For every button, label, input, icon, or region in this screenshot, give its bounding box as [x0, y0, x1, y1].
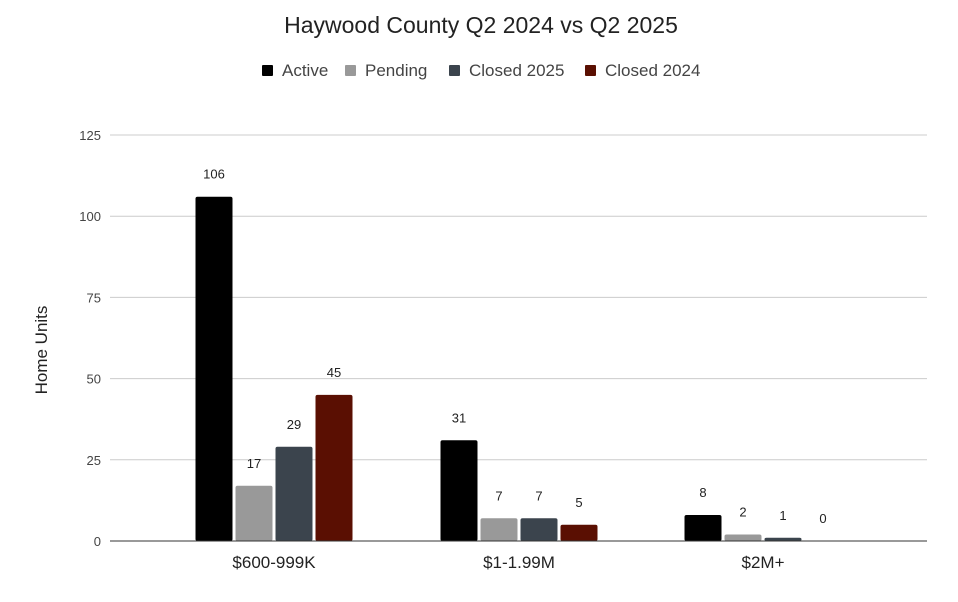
legend-swatch: [449, 65, 460, 76]
bar-closed-2025: [520, 518, 558, 541]
bar-pending: [235, 485, 273, 541]
legend-swatch: [262, 65, 273, 76]
data-label: 7: [535, 488, 542, 503]
bar-active: [684, 515, 722, 541]
data-labels: 106 17 29 45 31 7 7 5 8 2 1 0: [203, 167, 826, 526]
bars: [195, 196, 802, 541]
bar-closed-2025: [275, 446, 313, 541]
x-axis-ticks: $600-999K $1-1.99M $2M+: [232, 553, 784, 572]
legend: Active Pending Closed 2025 Closed 2024: [262, 61, 700, 80]
x-tick-label: $2M+: [742, 553, 785, 572]
bar-closed-2024: [315, 394, 353, 541]
y-tick-label: 100: [79, 209, 101, 224]
y-tick-label: 75: [87, 290, 101, 305]
data-label: 31: [452, 410, 466, 425]
y-axis-label: Home Units: [32, 306, 51, 395]
y-tick-label: 125: [79, 128, 101, 143]
y-tick-label: 25: [87, 453, 101, 468]
x-tick-label: $600-999K: [232, 553, 316, 572]
bar-active: [440, 440, 478, 541]
legend-item-label: Closed 2025: [469, 61, 564, 80]
bar-pending: [480, 518, 518, 541]
data-label: 2: [739, 505, 746, 520]
legend-swatch: [585, 65, 596, 76]
legend-swatch: [345, 65, 356, 76]
data-label: 29: [287, 417, 301, 432]
data-label: 45: [327, 365, 341, 380]
data-label: 106: [203, 167, 225, 182]
y-tick-label: 0: [94, 534, 101, 549]
x-tick-label: $1-1.99M: [483, 553, 555, 572]
bar-pending: [724, 534, 762, 541]
data-label: 5: [575, 495, 582, 510]
data-label: 8: [699, 485, 706, 500]
bar-closed-2024: [560, 524, 598, 541]
gridlines: [110, 134, 927, 461]
data-label: 0: [819, 511, 826, 526]
bar-closed-2025: [764, 537, 802, 541]
legend-item-label: Closed 2024: [605, 61, 700, 80]
y-tick-label: 50: [87, 372, 101, 387]
legend-item-label: Active: [282, 61, 328, 80]
bar-active: [195, 196, 233, 541]
legend-item-label: Pending: [365, 61, 427, 80]
data-label: 1: [779, 508, 786, 523]
chart-title: Haywood County Q2 2024 vs Q2 2025: [284, 12, 678, 38]
data-label: 17: [247, 456, 261, 471]
y-axis-ticks: 0 25 50 75 100 125: [79, 128, 101, 549]
data-label: 7: [495, 488, 502, 503]
